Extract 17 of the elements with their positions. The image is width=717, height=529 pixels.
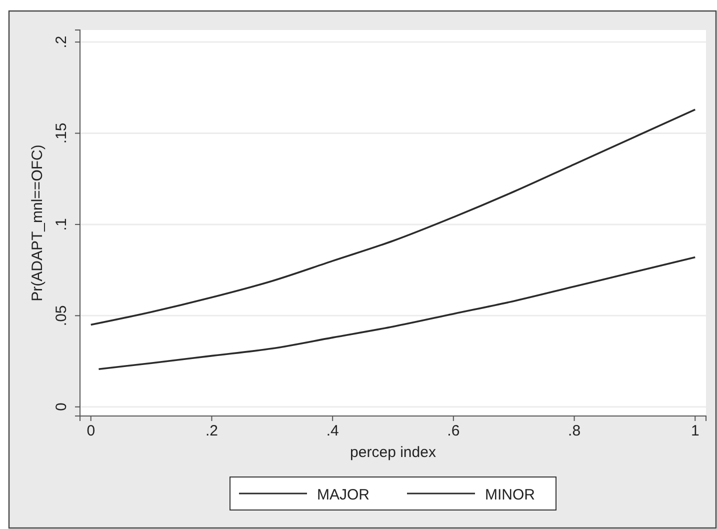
legend-label: MAJOR <box>317 486 370 504</box>
y-tick-label: .2 <box>53 36 70 48</box>
x-tick-label: .4 <box>326 422 339 440</box>
y-axis-title: Pr(ADAPT_mnl==OFC) <box>29 144 46 302</box>
y-tick-label: 0 <box>53 402 70 412</box>
x-tick-label: .2 <box>205 422 218 440</box>
legend-label: MINOR <box>485 486 536 504</box>
x-tick-label: .8 <box>568 422 581 440</box>
y-tick-label: .05 <box>53 305 70 326</box>
x-tick-label: .6 <box>447 422 460 440</box>
x-tick-label: 1 <box>690 422 700 440</box>
x-axis-title: percep index <box>350 444 436 461</box>
x-tick-label: 0 <box>86 422 96 440</box>
y-tick-label: .15 <box>53 122 70 144</box>
line-series <box>98 256 696 370</box>
line-series <box>90 108 696 326</box>
y-tick-label: .1 <box>53 218 70 231</box>
